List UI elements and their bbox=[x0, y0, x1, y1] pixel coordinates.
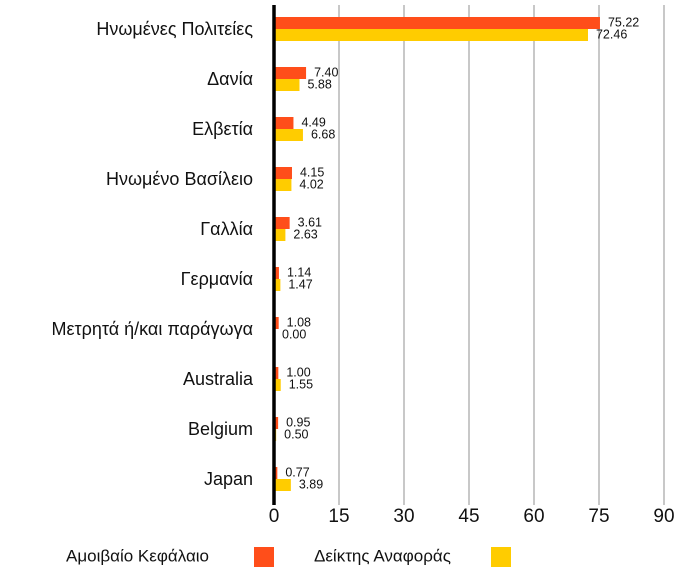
value-label: 2.63 bbox=[293, 227, 317, 241]
bar bbox=[274, 479, 291, 491]
value-label: 3.89 bbox=[299, 477, 323, 491]
legend-swatch bbox=[254, 547, 274, 567]
value-label: 7.40 bbox=[314, 65, 338, 79]
category-label: Belgium bbox=[188, 419, 253, 439]
bar bbox=[274, 317, 279, 329]
value-label: 0.50 bbox=[284, 427, 308, 441]
bar bbox=[274, 379, 281, 391]
x-tick-label: 60 bbox=[523, 506, 544, 527]
x-tick-label: 15 bbox=[328, 506, 349, 527]
value-label: 5.88 bbox=[307, 77, 331, 91]
value-label: 0.77 bbox=[285, 465, 309, 479]
bar bbox=[274, 167, 292, 179]
x-tick-label: 0 bbox=[269, 506, 280, 527]
category-label: Ηνωμένες Πολιτείες bbox=[96, 19, 253, 39]
bar bbox=[274, 267, 279, 279]
x-tick-label: 30 bbox=[393, 506, 414, 527]
bar bbox=[274, 129, 303, 141]
category-label: Japan bbox=[204, 469, 253, 489]
value-label: 3.61 bbox=[298, 215, 322, 229]
value-label: 4.49 bbox=[301, 115, 325, 129]
bar bbox=[274, 29, 588, 41]
value-label: 1.08 bbox=[287, 315, 311, 329]
bar bbox=[274, 117, 294, 129]
value-label: 72.46 bbox=[596, 27, 627, 41]
bar bbox=[274, 217, 290, 229]
bar bbox=[274, 17, 600, 29]
value-label: 6.68 bbox=[311, 127, 335, 141]
value-label: 0.00 bbox=[282, 327, 306, 341]
category-label: Australia bbox=[183, 369, 254, 389]
legend-label: Αμοιβαίο Κεφάλαιο bbox=[66, 546, 209, 565]
bar bbox=[274, 67, 307, 79]
value-label: 75.22 bbox=[608, 15, 639, 29]
category-label: Μετρητά ή/και παράγωγα bbox=[51, 319, 253, 339]
value-label: 1.55 bbox=[289, 377, 313, 391]
bar bbox=[274, 417, 279, 429]
value-label: 0.95 bbox=[286, 415, 310, 429]
category-label: Δανία bbox=[207, 69, 253, 89]
bar bbox=[274, 367, 279, 379]
value-label: 1.00 bbox=[286, 365, 310, 379]
bar bbox=[274, 179, 292, 191]
category-label: Ηνωμένο Βασίλειο bbox=[106, 169, 253, 189]
x-tick-label: 75 bbox=[588, 506, 609, 527]
bar bbox=[274, 279, 281, 291]
value-label: 1.14 bbox=[287, 265, 311, 279]
bar bbox=[274, 229, 286, 241]
category-label: Ελβετία bbox=[192, 119, 253, 139]
value-label: 4.02 bbox=[299, 177, 323, 191]
x-tick-label: 45 bbox=[458, 506, 479, 527]
legend-label: Δείκτης Αναφοράς bbox=[314, 546, 451, 565]
x-tick-label: 90 bbox=[653, 506, 674, 527]
bar bbox=[274, 79, 300, 91]
category-label: Γερμανία bbox=[181, 269, 253, 289]
legend-swatch bbox=[491, 547, 511, 567]
category-label: Γαλλία bbox=[200, 219, 253, 239]
value-label: 4.15 bbox=[300, 165, 324, 179]
value-label: 1.47 bbox=[288, 277, 312, 291]
